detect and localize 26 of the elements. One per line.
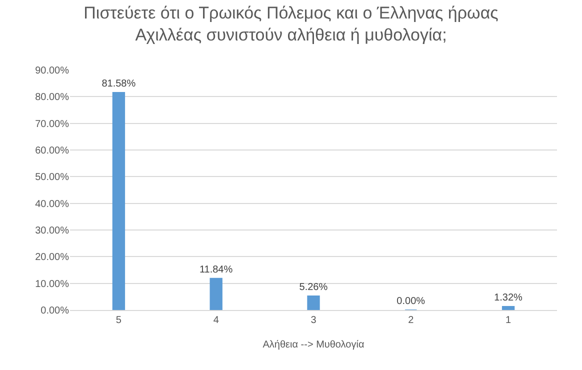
y-tick-label: 0.00% (40, 306, 70, 316)
x-tick-label: 3 (310, 315, 317, 326)
y-tick-label: 10.00% (35, 278, 70, 290)
x-tick-label: 2 (408, 315, 414, 326)
chart-title: Πιστεύετε ότι ο Τρωικός Πόλεμος και ο Έλληνας ήρωας Αχιλλέας συνιστούν αλήθεια ή μυθολογία; (84, 4, 498, 45)
bar (307, 295, 320, 310)
data-label: 5.26% (299, 282, 328, 293)
y-tick-label: 70.00% (35, 118, 70, 130)
x-axis-title: Αλήθεια --> Μυθολογία (262, 340, 364, 350)
data-label: 11.84% (199, 264, 233, 276)
y-tick-label: 20.00% (35, 252, 70, 264)
x-tick-label: 1 (506, 315, 512, 326)
y-tick-label: 80.00% (35, 92, 70, 104)
data-label: 0.00% (396, 296, 426, 307)
x-tick-label: 5 (116, 315, 122, 326)
y-tick-label: 30.00% (35, 226, 70, 236)
x-tick-label: 4 (213, 315, 220, 326)
data-label: 1.32% (494, 292, 523, 304)
bar (210, 278, 222, 310)
y-tick-label: 50.00% (35, 172, 70, 184)
bar (502, 306, 515, 310)
y-tick-label: 60.00% (35, 146, 70, 156)
data-label: 81.58% (102, 78, 136, 90)
y-tick-label: 40.00% (35, 198, 70, 210)
bar (112, 92, 126, 310)
y-tick-label: 90.00% (35, 66, 70, 76)
